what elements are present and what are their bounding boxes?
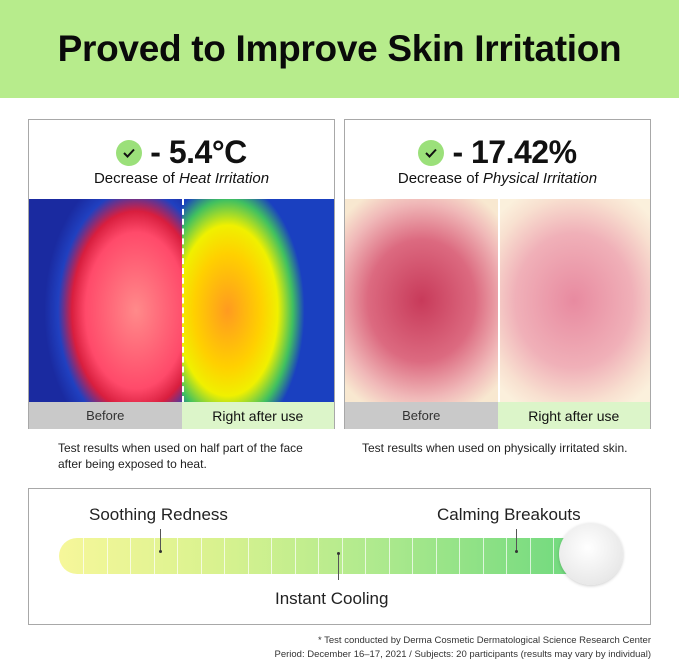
physical-caption: Test results when used on physically irr… [362, 441, 628, 455]
before-label: Before [29, 402, 182, 429]
before-label: Before [345, 402, 498, 429]
after-label: Right after use [497, 402, 650, 429]
calming-label: Calming Breakouts [437, 505, 581, 524]
footnote-test: * Test conducted by Derma Cosmetic Derma… [317, 635, 651, 646]
after-label: Right after use [181, 402, 334, 429]
bar-segment-divider [224, 538, 225, 574]
page-title: Proved to Improve Skin Irritation [57, 28, 622, 69]
heat-value: - 5.4°C [150, 134, 247, 170]
check-icon [418, 139, 445, 166]
bar-segment-divider [294, 538, 296, 574]
bar-segment-divider [365, 538, 366, 574]
bar-segment-divider [247, 538, 249, 574]
bar-segment-divider [177, 538, 178, 574]
physical-value: - 17.42% [452, 134, 577, 170]
bar-segment-divider [106, 538, 108, 574]
bar-segment-divider [318, 538, 319, 574]
heat-subtitle: Decrease of Heat Irritation [93, 170, 270, 187]
bar-segment-divider [529, 538, 531, 574]
soothing-label: Soothing Redness [89, 505, 228, 524]
footnote-period: Period: December 16–17, 2021 / Subjects:… [274, 649, 652, 660]
bar-segment-divider [412, 538, 413, 574]
thermal-image [29, 199, 334, 402]
check-icon [116, 139, 143, 166]
heat-irritation-panel: - 5.4°C Decrease of Heat Irritation Befo… [28, 119, 335, 429]
physical-irritation-panel: - 17.42% Decrease of Physical Irritation… [344, 119, 651, 429]
cooling-label: Instant Cooling [275, 589, 389, 608]
bar-segment-divider [459, 538, 460, 574]
bar-segment-divider [341, 538, 343, 574]
bar-segment-divider [271, 538, 272, 574]
effect-gradient-bar [59, 538, 579, 574]
bar-segment-divider [506, 538, 507, 574]
bar-segment-divider [200, 538, 202, 574]
heat-caption: Test results when used on half part of t… [58, 441, 303, 471]
physical-subtitle: Decrease of Physical Irritation [397, 170, 598, 187]
cotton-pad-image [559, 523, 623, 585]
bar-segment-divider [130, 538, 131, 574]
bar-segment-divider [435, 538, 437, 574]
header-banner: Proved to Improve Skin Irritation [0, 0, 679, 98]
bar-segment-divider [388, 538, 390, 574]
bar-segment-divider [482, 538, 484, 574]
effects-box: Soothing Redness Calming Breakouts Insta… [28, 488, 651, 625]
bar-segment-divider [553, 538, 554, 574]
bar-segment-divider [83, 538, 84, 574]
skin-image [345, 199, 650, 402]
bar-segment-divider [153, 538, 155, 574]
